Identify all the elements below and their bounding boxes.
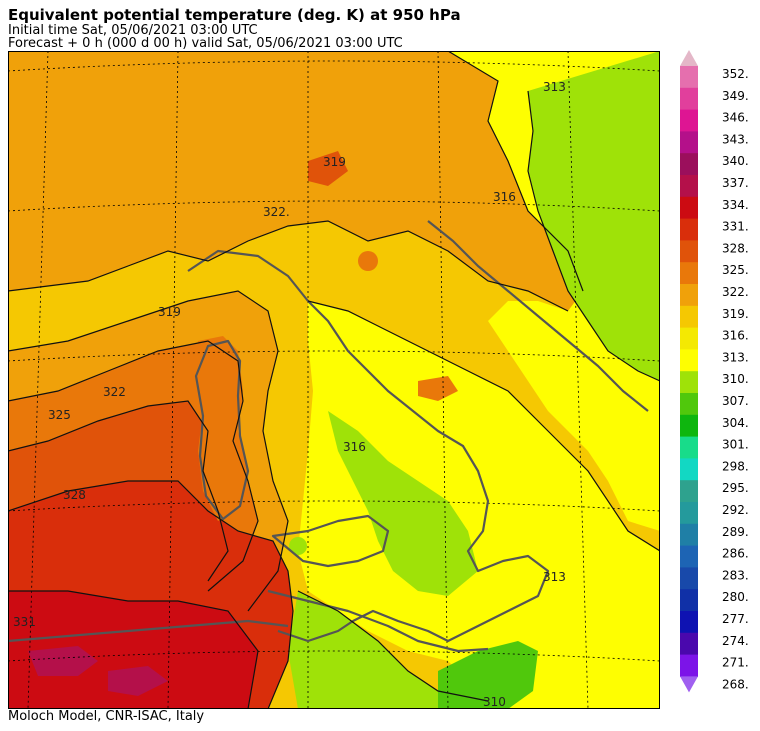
colorbar-swatch [680, 240, 698, 263]
colorbar-swatch [680, 414, 698, 438]
contour-label: 316 [493, 190, 516, 204]
colorbar-tick-label: 286. [722, 547, 749, 561]
colorbar-tick-label: 310. [722, 372, 749, 386]
contour-lines [8, 51, 660, 709]
map-frame [8, 51, 660, 709]
colorbar-tick-label: 349. [722, 89, 749, 103]
colorbar-swatch [680, 87, 698, 111]
contour-label: 316 [343, 440, 366, 454]
colorbar-swatch [680, 480, 698, 503]
colorbar-tick-label: 298. [722, 459, 749, 473]
colorbar-tick-label: 271. [722, 656, 749, 670]
contour-label: 331 [13, 615, 36, 629]
chart-title: Equivalent potential temperature (deg. K… [8, 6, 461, 24]
colorbar-swatch [680, 436, 698, 459]
colorbar-swatch [680, 284, 698, 307]
field-blob-2 [289, 537, 307, 555]
colorbar-swatch [680, 611, 698, 634]
contour-label: 319 [323, 155, 346, 169]
colorbar-tick-label: 352. [722, 67, 749, 81]
colorbar-swatch [680, 196, 698, 220]
colorbar-swatch [680, 545, 698, 568]
contour-label: 322 [103, 385, 126, 399]
colorbar-swatch [680, 153, 698, 176]
field-blob-4 [308, 151, 348, 186]
colorbar-swatch [680, 632, 698, 656]
field-region-islands [193, 336, 248, 521]
field-region-south-green [288, 591, 508, 709]
colorbar-tick-label: 274. [722, 634, 749, 648]
colorbar-swatch [680, 305, 698, 329]
colorbar-tick-label: 346. [722, 111, 749, 125]
colorbar-swatch [680, 66, 698, 89]
colorbar-swatch [680, 131, 698, 154]
colorbar-tick-label: 316. [722, 329, 749, 343]
colorbar-tick-label: 313. [722, 350, 749, 364]
colorbar-swatch [680, 218, 698, 241]
colorbar-tick-label: 301. [722, 438, 749, 452]
forecast-validity-text: Forecast + 0 h (000 d 00 h) valid Sat, 0… [8, 36, 403, 51]
field-blob-3 [418, 376, 458, 401]
field-region-southeast-green [438, 641, 538, 709]
colorbar-tick-label: 295. [722, 481, 749, 495]
colorbar-tick-label: 277. [722, 612, 749, 626]
colorbar-top-arrow [680, 50, 698, 66]
colorbar-labels: 352. 349. 346. 343. 340. 337. 334. 331. 328. 325.… [722, 67, 749, 691]
colorbar-tick-label: 307. [722, 394, 749, 408]
colorbar-swatch [680, 327, 698, 350]
contour-label: 319 [158, 305, 181, 319]
colorbar-tick-label: 283. [722, 568, 749, 582]
coastlines [8, 220, 649, 653]
colorbar-swatch [680, 393, 698, 416]
colorbar-tick-label: 337. [722, 176, 749, 190]
field-region-italy-green [328, 411, 478, 596]
colorbar-swatch [680, 109, 698, 132]
contour-label: 325 [48, 408, 71, 422]
colorbar: 352. 349. 346. 343. 340. 337. 334. 331. 328. 325.… [680, 50, 749, 693]
colorbar-tick-label: 325. [722, 263, 749, 277]
colorbar-tick-label: 340. [722, 154, 749, 168]
model-credit: Moloch Model, CNR-ISAC, Italy [8, 709, 205, 724]
colorbar-swatch [680, 262, 698, 285]
field-region-balkan-green [528, 51, 660, 381]
contour-label: 322. [263, 205, 290, 219]
field-region-hotspot [28, 646, 168, 696]
theta-e-map: 313 316 319 322 325 328 331 310 322. 319… [8, 51, 660, 709]
graticule [8, 51, 660, 709]
colorbar-tick-label: 334. [722, 198, 749, 212]
colorbar-swatches [680, 50, 698, 693]
colorbar-tick-label: 280. [722, 590, 749, 604]
colorbar-tick-label: 268. [722, 677, 749, 691]
contour-label: 313 [543, 570, 566, 584]
colorbar-tick-label: 289. [722, 525, 749, 539]
colorbar-tick-label: 319. [722, 307, 749, 321]
colorbar-tick-label: 331. [722, 220, 749, 234]
colorbar-tick-label: 304. [722, 416, 749, 430]
colorbar-tick-label: 292. [722, 503, 749, 517]
colorbar-swatch [680, 567, 698, 590]
field-region-italy-yellow [298, 301, 660, 709]
field-blob-1 [358, 251, 378, 271]
colorbar-tick-label: 322. [722, 285, 749, 299]
colorbar-swatch [680, 175, 698, 198]
colorbar-swatch [680, 371, 698, 394]
colorbar-swatch [680, 523, 698, 547]
contour-labels: 313 316 319 322 325 328 331 310 322. 319… [13, 80, 566, 709]
colorbar-swatch [680, 654, 698, 677]
contour-label: 328 [63, 488, 86, 502]
colorbar-swatch [680, 458, 698, 481]
contour-label: 310 [483, 695, 506, 709]
field-region-west-334 [8, 591, 258, 709]
colorbar-bottom-arrow [680, 676, 698, 693]
initial-time-text: Initial time Sat, 05/06/2021 03:00 UTC [8, 23, 258, 38]
colorbar-swatch [680, 502, 698, 525]
colorbar-swatch [680, 349, 698, 372]
contour-label: 313 [543, 80, 566, 94]
colorbar-swatch [680, 589, 698, 612]
colorbar-tick-label: 343. [722, 132, 749, 146]
colorbar-tick-label: 328. [722, 241, 749, 255]
